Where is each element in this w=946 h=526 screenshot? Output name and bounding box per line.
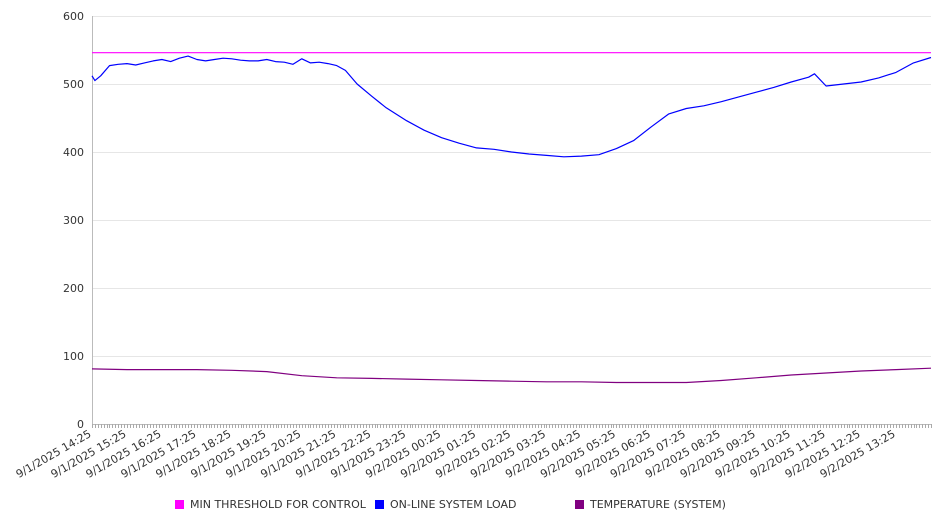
legend-swatch-temperature [575,500,584,509]
legend-swatch-system-load [375,500,384,509]
legend-item-temperature[interactable]: TEMPERATURE (SYSTEM) [575,498,726,511]
y-axis-tick-labels: 0 100 200 300 400 500 600 [63,10,84,431]
legend-item-min-threshold[interactable]: MIN THRESHOLD FOR CONTROL [175,498,366,511]
legend-label-system-load: ON-LINE SYSTEM LOAD [390,498,517,511]
y-tick-label: 200 [63,282,84,295]
legend-label-min-threshold: MIN THRESHOLD FOR CONTROL [190,498,366,511]
legend-swatch-min-threshold [175,500,184,509]
grid-lines [92,16,931,357]
series-lines [91,52,932,384]
legend-item-system-load[interactable]: ON-LINE SYSTEM LOAD [375,498,516,511]
x-axis-tick-labels: 9/1/2025 14:259/1/2025 15:259/1/2025 16:… [14,427,898,481]
y-tick-label: 600 [63,10,84,23]
legend-label-temperature: TEMPERATURE (SYSTEM) [590,498,726,511]
y-tick-label: 500 [63,78,84,91]
y-tick-label: 0 [77,418,84,431]
legend: MIN THRESHOLD FOR CONTROL ON-LINE SYSTEM… [0,498,946,514]
series-line-temperature-system [91,367,932,384]
y-tick-label: 400 [63,146,84,159]
y-tick-label: 300 [63,214,84,227]
axes [92,16,932,428]
y-tick-label: 100 [63,350,84,363]
series-line-on-line-system-load [91,55,932,158]
